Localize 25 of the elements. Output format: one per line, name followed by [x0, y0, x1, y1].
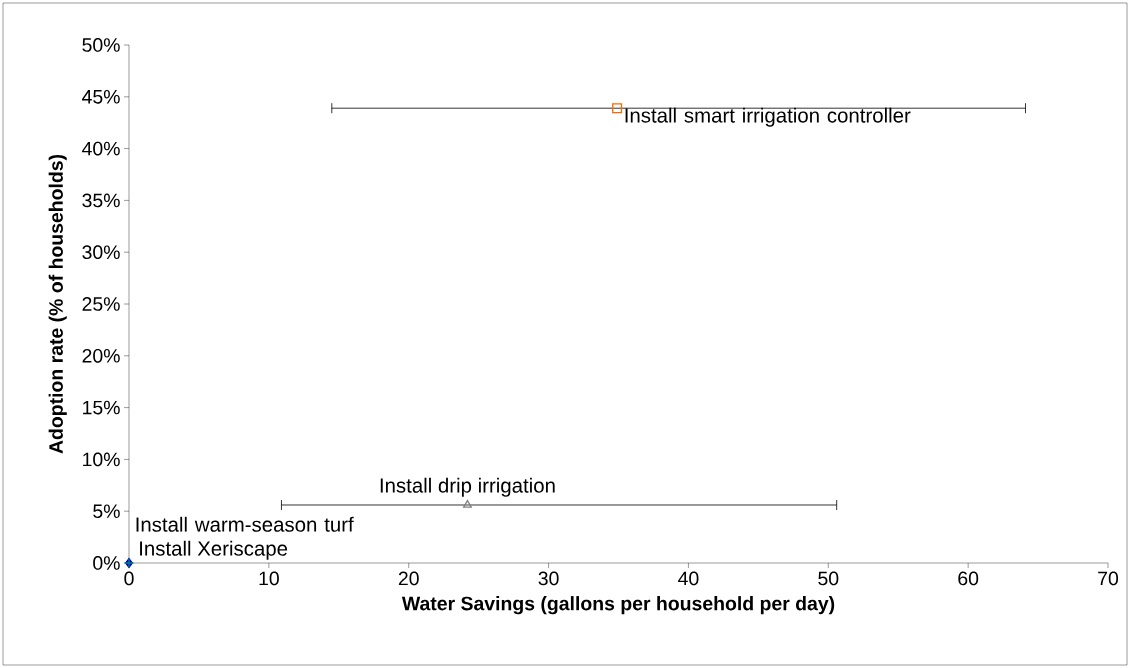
- x-tick-label: 50: [818, 571, 839, 586]
- x-tick-label: 40: [678, 571, 699, 586]
- y-tick-label: 15%: [83, 400, 120, 415]
- x-tick-label: 20: [398, 571, 419, 586]
- x-tick-label: 70: [1098, 571, 1119, 586]
- y-tick-label: 40%: [82, 141, 120, 156]
- y-axis-title: Adoption rate (% of households): [48, 154, 67, 454]
- y-tick-label: 45%: [82, 89, 120, 104]
- x-tick-label: 60: [958, 571, 979, 586]
- y-tick-label: 25%: [82, 297, 120, 311]
- x-tick-label: 30: [538, 571, 559, 586]
- y-tick-label: 50%: [82, 38, 120, 52]
- y-tick-label: 30%: [82, 245, 120, 260]
- series-label: Install warm-season turf: [136, 516, 354, 532]
- x-tick-label: 10: [259, 571, 279, 586]
- y-tick-label: 20%: [82, 348, 120, 363]
- y-tick-label: 5%: [93, 504, 120, 519]
- series-label: Install smart irrigation controller: [625, 107, 911, 127]
- series-label: Install drip irrigation: [380, 477, 555, 497]
- y-tick-label: 35%: [82, 193, 120, 208]
- y-tick-label: 10%: [83, 452, 120, 467]
- x-tick-label: 0: [124, 571, 134, 586]
- y-tick-label: 0%: [93, 556, 120, 570]
- x-axis-title: Water Savings (gallons per household per day): [401, 596, 835, 615]
- series-label: Install Xeriscape: [140, 540, 288, 560]
